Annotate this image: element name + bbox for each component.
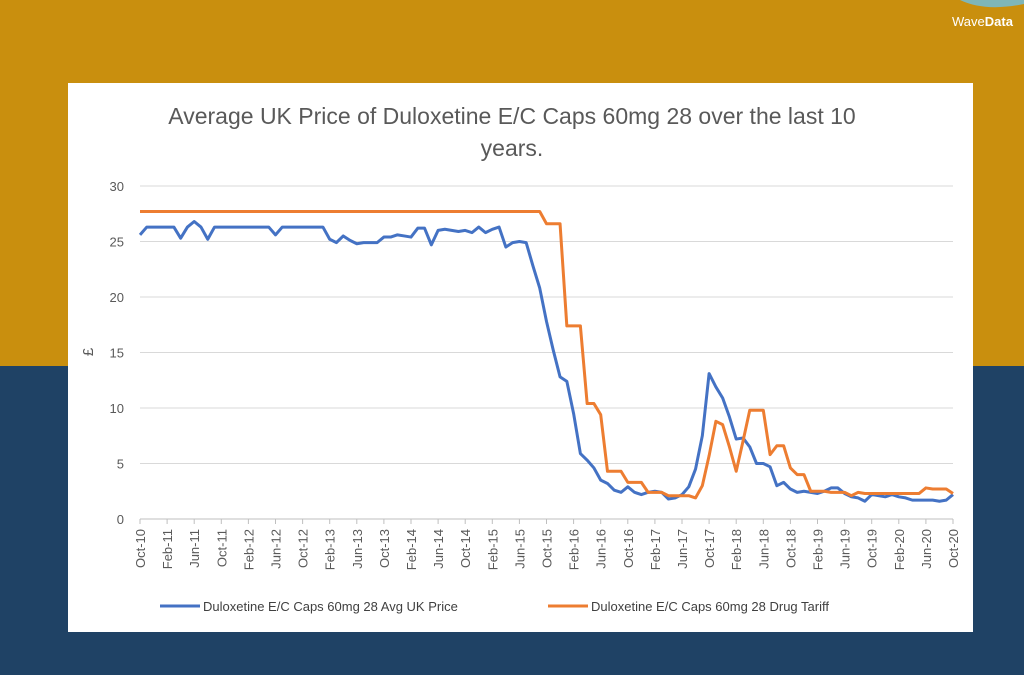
- x-tick-label: Feb-20: [892, 529, 907, 570]
- x-tick-label: Jun-19: [838, 529, 853, 569]
- x-tick-label: Feb-13: [323, 529, 338, 570]
- logo: WaveData: [952, 14, 1014, 29]
- x-tick-label: Oct-14: [458, 529, 473, 568]
- x-tick-label: Oct-15: [540, 529, 555, 568]
- y-tick-label: 0: [117, 512, 124, 527]
- x-tick-label: Oct-13: [377, 529, 392, 568]
- chart-panel: [68, 83, 973, 632]
- logo-bold: Data: [985, 14, 1014, 29]
- x-tick-label: Oct-20: [946, 529, 961, 568]
- y-tick-label: 25: [110, 235, 124, 250]
- x-tick-label: Feb-19: [811, 529, 826, 570]
- x-tick-label: Feb-16: [567, 529, 582, 570]
- plot-area: 0 5 10 15 20 25 30 Oct-10 Feb-11 Jun-11 Oct-11 Feb-…: [110, 179, 961, 614]
- x-tick-label: Feb-15: [485, 529, 500, 570]
- y-tick-label: 20: [110, 290, 124, 305]
- y-axis-label: £: [80, 347, 97, 356]
- series-line: [138, 220, 954, 503]
- x-tick-label: Jun-18: [756, 529, 771, 569]
- series-line: [140, 210, 954, 500]
- x-tick-label: Jun-11: [187, 529, 202, 568]
- y-tick-label: 30: [110, 179, 124, 194]
- x-tick-label: Feb-18: [729, 529, 744, 570]
- legend-label: Duloxetine E/C Caps 60mg 28 Avg UK Price: [203, 599, 458, 614]
- logo-mark: [960, 0, 1024, 8]
- x-tick-label: Oct-11: [214, 529, 229, 567]
- x-tick-label: Jun-14: [431, 529, 446, 569]
- x-tick-label: Feb-17: [648, 529, 663, 570]
- x-tick-label: Oct-18: [783, 529, 798, 568]
- logo-light: Wave: [952, 14, 985, 29]
- x-tick-label: Jun-13: [350, 529, 365, 569]
- x-tick-label: Feb-14: [404, 529, 419, 570]
- x-tick-label: Oct-16: [621, 529, 636, 568]
- y-tick-label: 5: [117, 457, 124, 472]
- x-tick-label: Oct-12: [296, 529, 311, 568]
- x-tick-label: Feb-11: [160, 529, 175, 569]
- y-tick-label: 15: [110, 346, 124, 361]
- x-tick-label: Feb-12: [241, 529, 256, 570]
- legend-label: Duloxetine E/C Caps 60mg 28 Drug Tariff: [591, 599, 829, 614]
- x-tick-label: Oct-17: [702, 529, 717, 568]
- chart-title: Average UK Price of Duloxetine E/C Caps …: [168, 103, 856, 161]
- x-tick-label: Jun-12: [269, 529, 284, 569]
- x-tick-label: Oct-19: [865, 529, 880, 568]
- x-tick-label: Oct-10: [133, 529, 148, 568]
- x-tick-label: Jun-20: [919, 529, 934, 569]
- x-tick-label: Jun-17: [675, 529, 690, 569]
- x-tick-label: Jun-15: [512, 529, 527, 569]
- y-tick-label: 10: [110, 401, 124, 416]
- x-tick-label: Jun-16: [594, 529, 609, 569]
